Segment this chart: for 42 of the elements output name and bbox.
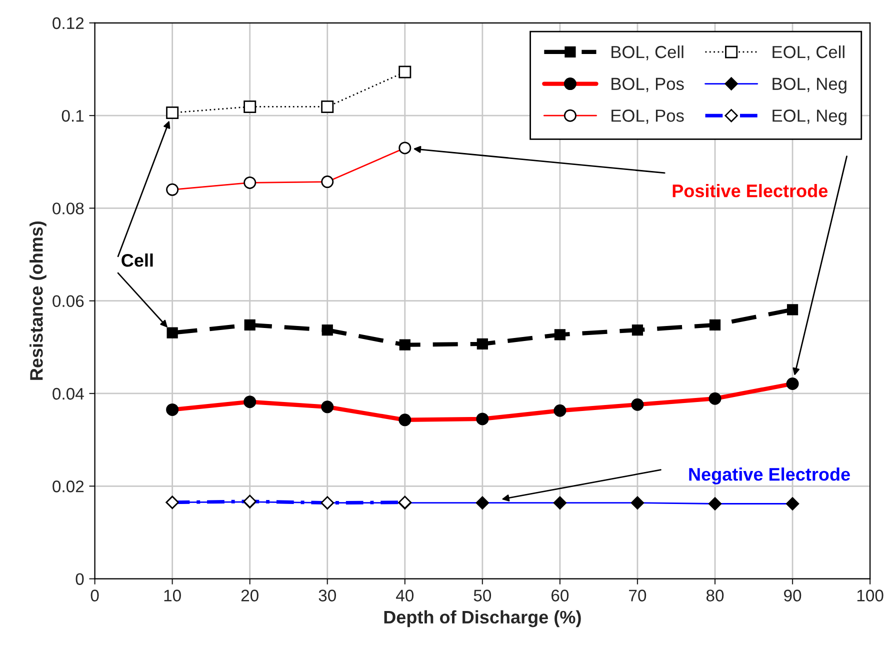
x-tick-label: 80: [706, 590, 724, 602]
y-tick-label: 0.02: [52, 480, 84, 492]
x-tick-label: 40: [396, 590, 414, 602]
point: [166, 106, 179, 120]
point: [786, 304, 798, 316]
point: [321, 100, 334, 113]
x-tick-label: 90: [784, 590, 802, 602]
point: [398, 66, 412, 78]
point: [399, 339, 410, 350]
y-tick-label: 0.06: [52, 295, 84, 308]
y-tick-label: 0.1: [62, 110, 84, 122]
x-tick-label: 10: [164, 590, 181, 602]
point: [476, 338, 488, 350]
point: [244, 100, 256, 113]
point: [709, 319, 721, 330]
x-tick-label: 100: [857, 590, 884, 602]
annotation: Positive Electrode: [672, 184, 828, 198]
x-tick-label: 50: [474, 590, 492, 602]
annotation: Negative Electrode: [689, 467, 850, 484]
x-tick-label: 30: [318, 590, 336, 602]
legend-label: EOL, Neg: [772, 110, 846, 126]
y-tick-label: 0.08: [52, 202, 84, 214]
point: [322, 324, 333, 336]
point: [632, 324, 644, 336]
x-tick-label: 70: [629, 590, 646, 602]
annotation: Cell: [122, 254, 153, 267]
legend-label: EOL, Cell: [772, 45, 844, 60]
x-tick-label: 20: [241, 590, 258, 602]
y-axis-title: Resistance (ohms): [30, 221, 46, 380]
y-tick-label: 0: [76, 573, 84, 585]
legend-label: EOL, Pos: [612, 110, 684, 124]
y-tick-label: 0.04: [52, 388, 84, 400]
point: [244, 319, 256, 330]
legend-label: BOL, Cell: [612, 45, 684, 60]
x-axis-title: Depth of Discharge (%): [384, 610, 581, 628]
point: [166, 327, 178, 338]
y-tick-label: 0.12: [52, 17, 84, 30]
legend-label: BOL, Neg: [772, 78, 846, 94]
legend-label: BOL, Pos: [612, 78, 684, 92]
point: [554, 329, 566, 340]
x-tick-label: 60: [552, 590, 569, 602]
x-tick-label: 0: [90, 590, 99, 602]
